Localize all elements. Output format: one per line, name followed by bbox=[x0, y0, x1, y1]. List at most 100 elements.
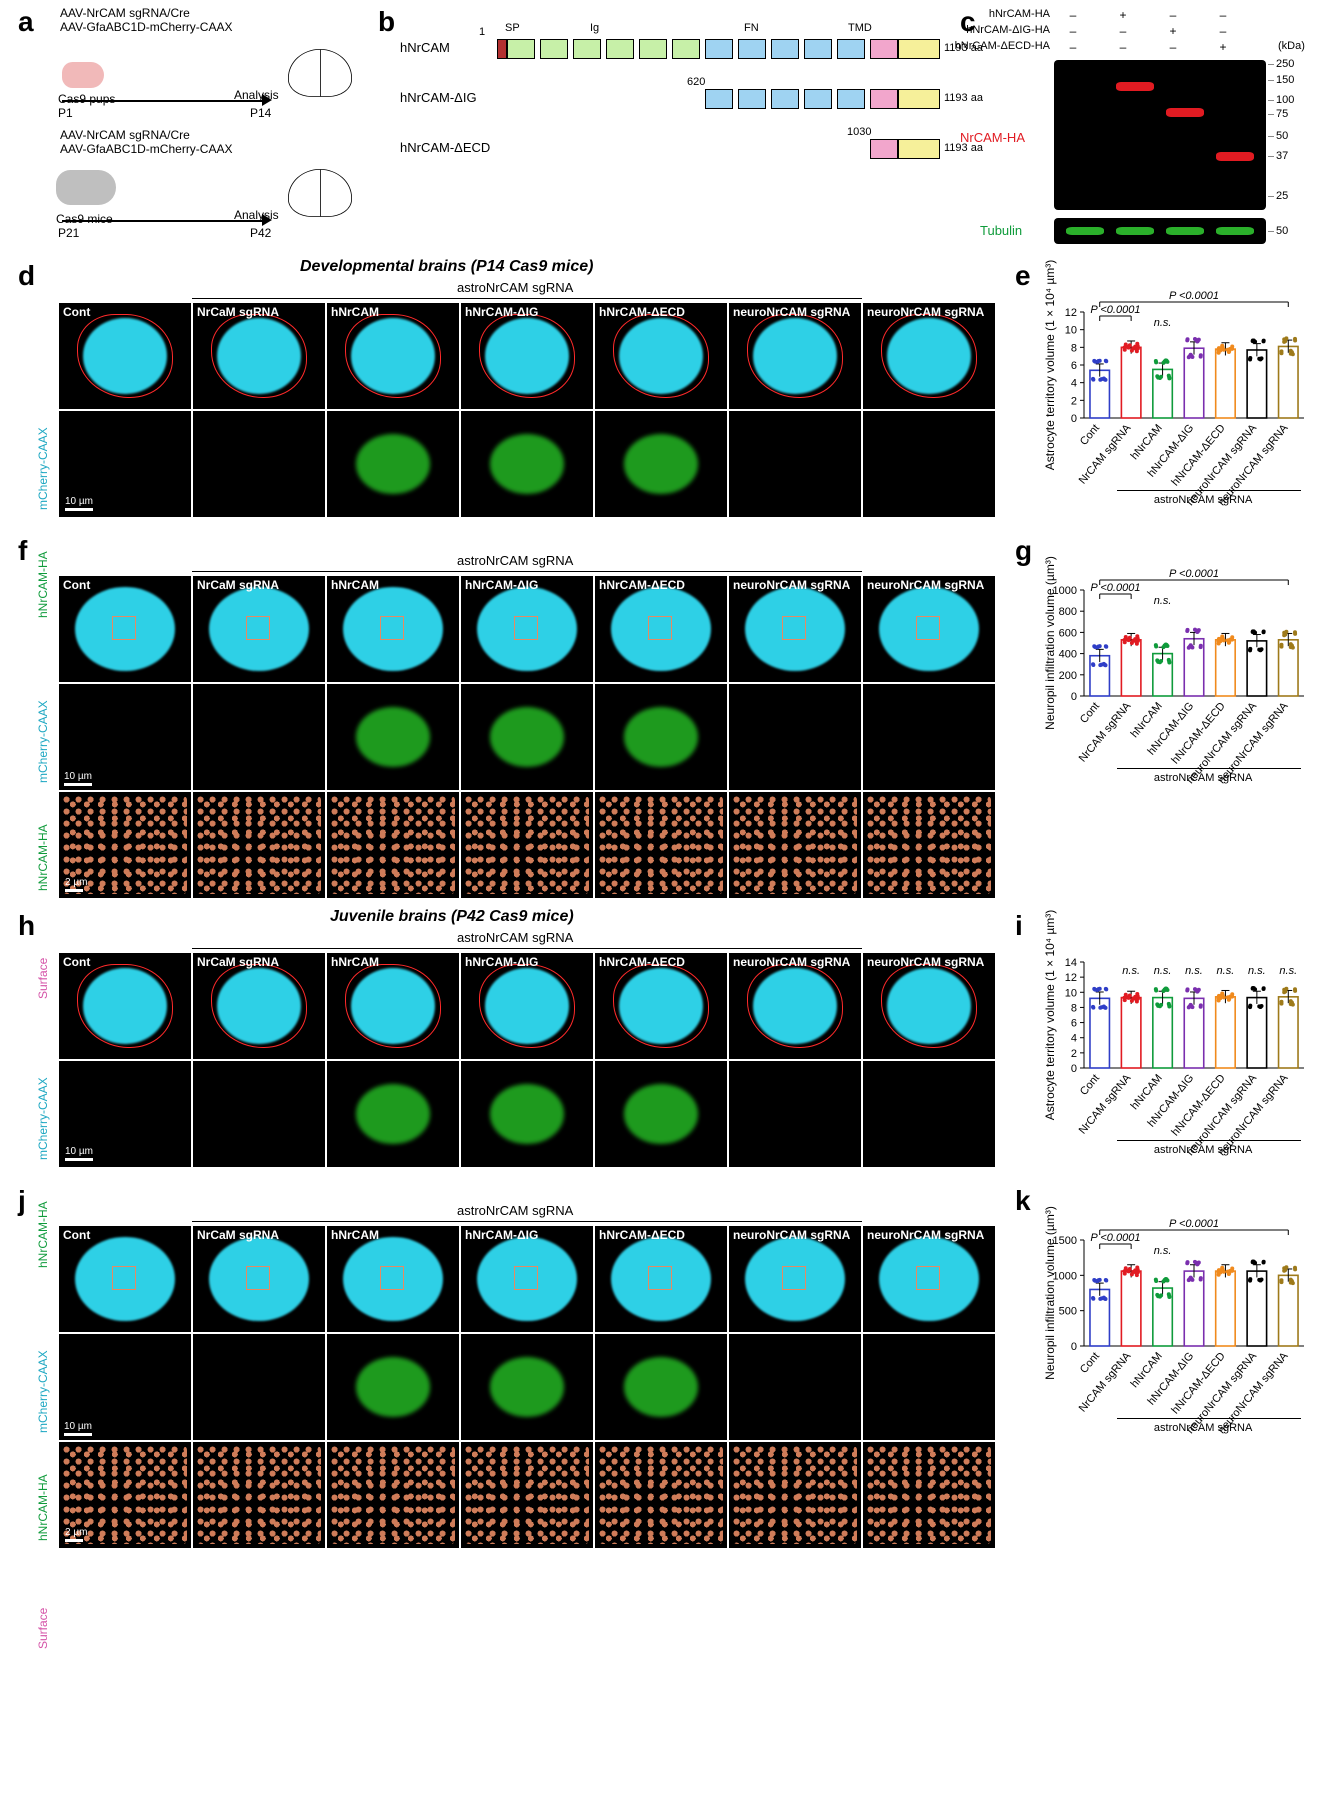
svg-text:Cont: Cont bbox=[1078, 700, 1102, 726]
image-cell bbox=[728, 410, 862, 518]
kda-label: (kDa) bbox=[1278, 40, 1305, 52]
under-bracket-text: astroNrCAM sgRNA bbox=[1154, 1422, 1252, 1434]
blot-lane-sign: – bbox=[1210, 24, 1236, 38]
blot-lane-sign: – bbox=[1210, 8, 1236, 22]
svg-text:n.s.: n.s. bbox=[1154, 965, 1172, 977]
image-cell bbox=[460, 1333, 594, 1441]
blot-lane-sign: + bbox=[1210, 40, 1236, 54]
image-col-label: neuroNrCAM sgRNA bbox=[733, 305, 850, 319]
svg-text:8: 8 bbox=[1071, 342, 1077, 354]
domain-start-aa: 1030 bbox=[847, 126, 871, 138]
svg-text:8: 8 bbox=[1071, 1002, 1077, 1014]
blot-band bbox=[1166, 108, 1204, 117]
svg-text:400: 400 bbox=[1059, 649, 1077, 661]
svg-text:Astrocyte territory volume (1: Astrocyte territory volume (1 × 10⁴ µm³) bbox=[1043, 910, 1057, 1120]
mw-label: 150 bbox=[1276, 74, 1294, 86]
image-cell bbox=[460, 1060, 594, 1168]
under-bracket-text: astroNrCAM sgRNA bbox=[1154, 494, 1252, 506]
tubulin-band bbox=[1216, 227, 1254, 235]
image-cell bbox=[192, 791, 326, 899]
svg-text:800: 800 bbox=[1059, 606, 1077, 618]
image-col-label: Cont bbox=[63, 955, 90, 969]
svg-text:12: 12 bbox=[1065, 972, 1077, 984]
panel-h-label: h bbox=[18, 910, 35, 942]
domain-hdr-sp: SP bbox=[505, 22, 520, 34]
panel-a-bot-analysis: Analysis bbox=[234, 208, 279, 222]
blot-lane-sign: + bbox=[1110, 8, 1136, 22]
blot-lane-sign: – bbox=[1060, 8, 1086, 22]
svg-text:10: 10 bbox=[1065, 987, 1077, 999]
chart-k: 050010001500ContNrCAM sgRNAhNrCAMhNrCAM-… bbox=[1040, 1210, 1310, 1430]
blot-lane-sign: – bbox=[1160, 8, 1186, 22]
image-col-label: hNrCAM bbox=[331, 578, 379, 592]
panel-a-top-p14: P14 bbox=[250, 106, 271, 120]
panel-a-bot-left-label: Cas9 mice bbox=[56, 212, 113, 226]
svg-text:Astrocyte territory volume (1: Astrocyte territory volume (1 × 10⁴ µm³) bbox=[1043, 260, 1057, 470]
blot-lane-sign: – bbox=[1060, 40, 1086, 54]
image-col-label: neuroNrCAM sgRNA bbox=[733, 578, 850, 592]
image-col-label: hNrCAM-ΔECD bbox=[599, 1228, 685, 1242]
image-cell: neuroNrCAM sgRNA bbox=[862, 302, 996, 410]
image-col-label: NrCaM sgRNA bbox=[197, 305, 279, 319]
svg-text:2: 2 bbox=[1071, 1048, 1077, 1060]
row-side-label: mCherry-CAAX bbox=[36, 1325, 50, 1433]
svg-text:P <0.0001: P <0.0001 bbox=[1169, 568, 1219, 580]
image-cell: hNrCAM-ΔIG bbox=[460, 952, 594, 1060]
blot-lane-sign: – bbox=[1110, 24, 1136, 38]
image-cell bbox=[326, 791, 460, 899]
panel-g-label: g bbox=[1015, 535, 1032, 567]
svg-text:P <0.0001: P <0.0001 bbox=[1169, 290, 1219, 302]
svg-text:4: 4 bbox=[1071, 1033, 1077, 1045]
image-cell bbox=[192, 1060, 326, 1168]
image-cell bbox=[192, 683, 326, 791]
svg-text:14: 14 bbox=[1065, 957, 1077, 969]
svg-text:P <0.0001: P <0.0001 bbox=[1169, 1218, 1219, 1230]
domain-name: hNrCAM-ΔIG bbox=[400, 90, 477, 105]
svg-text:Neuropil infiltration volume (: Neuropil infiltration volume (µm³) bbox=[1043, 556, 1057, 730]
tubulin-band bbox=[1166, 227, 1204, 235]
row-side-label: hNrCAM-HA bbox=[36, 1160, 50, 1268]
domain-end-aa: 1193 aa bbox=[944, 92, 983, 104]
panel-a-aav-text: AAV-NrCAM sgRNA/Cre AAV-GfaABC1D-mCherry… bbox=[60, 6, 320, 34]
image-col-label: NrCaM sgRNA bbox=[197, 1228, 279, 1242]
image-col-label: NrCaM sgRNA bbox=[197, 955, 279, 969]
under-bracket-bar bbox=[1117, 490, 1301, 491]
panel-a-top-p1: P1 bbox=[58, 106, 73, 120]
svg-text:200: 200 bbox=[1059, 670, 1077, 682]
svg-text:600: 600 bbox=[1059, 627, 1077, 639]
image-cell bbox=[594, 410, 728, 518]
svg-text:Cont: Cont bbox=[1078, 1350, 1102, 1376]
svg-text:n.s.: n.s. bbox=[1154, 595, 1172, 607]
image-cell: Cont bbox=[58, 952, 192, 1060]
image-cell bbox=[460, 683, 594, 791]
image-cell bbox=[460, 791, 594, 899]
brain-slice-top bbox=[288, 49, 352, 97]
image-col-label: hNrCAM-ΔIG bbox=[465, 1228, 538, 1242]
panel-a-aav-text-2: AAV-NrCAM sgRNA/Cre AAV-GfaABC1D-mCherry… bbox=[60, 128, 320, 156]
pup-icon bbox=[62, 62, 104, 88]
group-header-bar bbox=[192, 948, 862, 949]
image-cell bbox=[594, 1441, 728, 1549]
image-grid: ContNrCaM sgRNAhNrCAMhNrCAM-ΔIGhNrCAM-ΔE… bbox=[58, 302, 996, 518]
under-bracket-bar bbox=[1117, 768, 1301, 769]
svg-text:P <0.0001: P <0.0001 bbox=[1090, 304, 1140, 316]
mw-label: 75 bbox=[1276, 108, 1288, 120]
svg-text:n.s.: n.s. bbox=[1217, 965, 1235, 977]
blot-row-header: hNrCAM-ΔIG-HA bbox=[890, 24, 1050, 36]
svg-text:4: 4 bbox=[1071, 378, 1077, 390]
image-cell bbox=[862, 683, 996, 791]
image-cell: hNrCAM bbox=[326, 302, 460, 410]
svg-text:6: 6 bbox=[1071, 1018, 1077, 1030]
svg-text:0: 0 bbox=[1071, 1341, 1077, 1353]
row-side-label: mCherry-CAAX bbox=[36, 402, 50, 510]
brain-slice-bot bbox=[288, 169, 352, 217]
domain-start-aa: 1 bbox=[479, 26, 485, 38]
mw-label: 25 bbox=[1276, 190, 1288, 202]
mw-label: 100 bbox=[1276, 94, 1294, 106]
blot-lane-sign: – bbox=[1160, 40, 1186, 54]
image-grid: ContNrCaM sgRNAhNrCAMhNrCAM-ΔIGhNrCAM-ΔE… bbox=[58, 575, 996, 899]
panel-a-bot-p42: P42 bbox=[250, 226, 271, 240]
svg-text:500: 500 bbox=[1059, 1306, 1077, 1318]
image-cell bbox=[594, 683, 728, 791]
row-side-label: mCherry-CAAX bbox=[36, 1052, 50, 1160]
